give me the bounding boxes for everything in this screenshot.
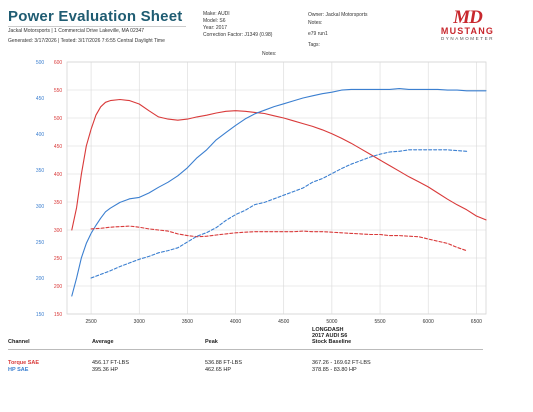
header-baseline-vehicle: 2017 AUDI S6 xyxy=(312,333,348,339)
y-right-tick-label: 150 xyxy=(54,312,63,318)
y-left-tick-label: 350 xyxy=(36,168,45,174)
y-left-tick-label: 300 xyxy=(36,204,45,210)
y-right-tick-label: 250 xyxy=(54,256,63,262)
x-tick-label: 5000 xyxy=(326,319,337,325)
torque-baseline-line xyxy=(90,225,468,252)
title-divider xyxy=(8,26,186,27)
y-right-tick-label: 550 xyxy=(54,88,63,94)
x-tick-label: 3500 xyxy=(182,319,193,325)
run-name: e79 run1 xyxy=(308,31,328,37)
y-right-tick-label: 500 xyxy=(54,116,63,122)
logo-subtitle: DYNAMOMETER xyxy=(440,36,495,41)
header-channel: Channel xyxy=(8,339,30,345)
y-left-tick-label: 150 xyxy=(36,312,45,318)
mustang-dynamometer-logo: MD MUSTANG DYNAMOMETER xyxy=(430,7,505,43)
plot-area xyxy=(66,61,487,315)
results-table: Channel Average Peak LONGDASH 2017 AUDI … xyxy=(0,327,533,388)
x-tick-label: 6000 xyxy=(423,319,434,325)
tags-label: Tags: xyxy=(308,42,320,48)
y-right-tick-label: 400 xyxy=(54,172,63,178)
y-left-tick-label: 450 xyxy=(36,96,45,102)
vehicle-make: Make: AUDI xyxy=(203,11,230,17)
y-right-tick-label: 450 xyxy=(54,144,63,150)
x-tick-label: 3000 xyxy=(134,319,145,325)
row-torque-baseline: 367.26 - 169.62 FT-LBS xyxy=(312,360,371,366)
notes-label: Notes: xyxy=(308,20,323,26)
y-right-tick-label: 350 xyxy=(54,200,63,206)
vehicle-model: Model: S6 xyxy=(203,18,226,24)
row-hp-channel: HP SAE xyxy=(8,367,29,373)
hp-baseline-line xyxy=(90,149,468,279)
y-left-tick-label: 400 xyxy=(36,132,45,138)
generated-info: Generated: 3/17/2026 | Tested: 3/17/2026… xyxy=(8,38,165,44)
table-header-rule xyxy=(8,349,483,350)
logo-mark: MD xyxy=(453,7,483,28)
header-average: Average xyxy=(92,339,114,345)
owner-info: Owner: Jackal Motorsports xyxy=(308,12,368,18)
x-tick-label: 5500 xyxy=(374,319,385,325)
logo-brand: MUSTANG xyxy=(440,26,495,36)
row-hp-baseline: 378.85 - 83.80 HP xyxy=(312,367,357,373)
y-left-tick-label: 250 xyxy=(36,240,45,246)
header-baseline-name: Stock Baseline xyxy=(312,339,352,345)
hp-line xyxy=(71,88,487,297)
y-left-tick-label: 500 xyxy=(36,60,45,66)
x-tick-label: 4000 xyxy=(230,319,241,325)
y-right-tick-label: 200 xyxy=(54,284,63,290)
row-torque-peak: 536.88 FT-LBS xyxy=(205,360,242,366)
correction-factor: Correction Factor: J1349 (0.98) xyxy=(203,32,273,38)
dyno-chart: 150 200 250 300 350 400 450 500 550 600 150 200 250 3… xyxy=(36,60,487,325)
x-tick-label: 2500 xyxy=(86,319,97,325)
header-baseline-title: LONGDASH xyxy=(312,327,344,333)
y-right-tick-label: 600 xyxy=(54,60,63,66)
y-left-tick-label: 200 xyxy=(36,276,45,282)
shop-info: Jackal Motorsports | 1 Commercial Drive … xyxy=(8,28,145,34)
header-peak: Peak xyxy=(205,339,218,345)
row-torque-channel: Torque SAE xyxy=(8,360,40,366)
row-hp-peak: 462.65 HP xyxy=(205,367,231,373)
row-torque-average: 456.17 FT-LBS xyxy=(92,360,129,366)
row-hp-average: 395.36 HP xyxy=(92,367,118,373)
x-tick-label: 6500 xyxy=(471,319,482,325)
chart-notes-label: Notes: xyxy=(262,51,277,57)
y-right-tick-label: 300 xyxy=(54,228,63,234)
x-tick-label: 4500 xyxy=(278,319,289,325)
torque-line xyxy=(71,98,487,231)
page-title: Power Evaluation Sheet xyxy=(8,8,183,25)
vehicle-year: Year: 2017 xyxy=(203,25,228,31)
